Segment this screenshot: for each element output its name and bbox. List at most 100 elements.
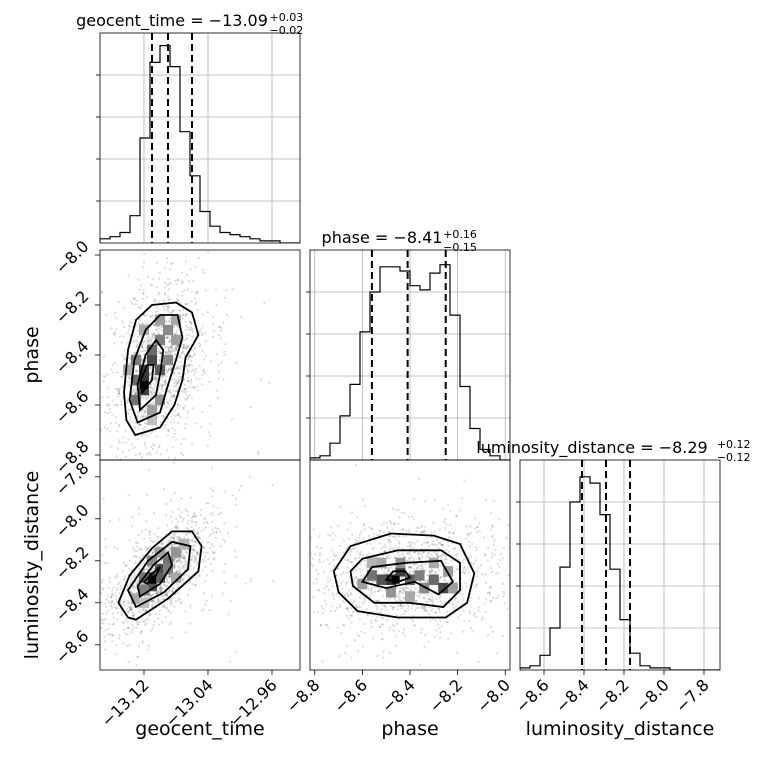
scatter-point xyxy=(422,542,426,545)
scatter-point xyxy=(160,559,163,563)
scatter-point xyxy=(148,545,151,549)
scatter-point xyxy=(190,519,194,522)
scatter-point xyxy=(358,533,361,536)
scatter-point xyxy=(115,653,118,656)
scatter-point xyxy=(58,432,60,434)
scatter-point xyxy=(153,377,156,380)
scatter-point xyxy=(157,331,160,334)
scatter-point xyxy=(140,414,144,417)
scatter-point xyxy=(158,383,161,386)
scatter-point xyxy=(173,357,176,360)
scatter-point xyxy=(155,435,158,438)
scatter-point xyxy=(104,605,107,608)
scatter-point xyxy=(189,320,192,324)
scatter-point xyxy=(439,541,442,544)
scatter-point xyxy=(401,631,404,634)
scatter-point xyxy=(120,375,123,378)
scatter-point xyxy=(488,591,491,594)
scatter-point xyxy=(360,589,363,592)
scatter-point xyxy=(175,524,178,527)
density-cell xyxy=(405,591,415,602)
scatter-point xyxy=(169,548,172,551)
scatter-point xyxy=(161,375,164,378)
scatter-point xyxy=(103,648,106,651)
scatter-point xyxy=(188,334,191,337)
scatter-point xyxy=(203,521,206,525)
scatter-point xyxy=(123,578,126,581)
scatter-point xyxy=(223,353,226,357)
scatter-point xyxy=(123,468,125,470)
scatter-point xyxy=(331,549,334,552)
scatter-point xyxy=(485,598,488,601)
scatter-point xyxy=(364,559,367,562)
scatter-point xyxy=(175,389,179,392)
scatter-point xyxy=(126,600,129,603)
scatter-point xyxy=(345,582,348,585)
scatter-point xyxy=(173,566,176,569)
scatter-point xyxy=(432,550,435,554)
scatter-point xyxy=(193,386,196,389)
scatter-point xyxy=(178,597,181,600)
scatter-point xyxy=(163,309,166,312)
scatter-point xyxy=(187,528,190,531)
scatter-point xyxy=(222,538,225,541)
scatter-point xyxy=(156,312,160,316)
scatter-point xyxy=(237,587,239,589)
scatter-point xyxy=(175,333,178,336)
scatter-point xyxy=(174,279,177,283)
scatter-point xyxy=(484,610,487,613)
scatter-point xyxy=(380,608,383,611)
scatter-point xyxy=(436,554,439,557)
scatter-point xyxy=(111,623,115,626)
scatter-point xyxy=(193,547,196,550)
scatter-point xyxy=(127,375,130,378)
scatter-point xyxy=(418,558,422,561)
scatter-point xyxy=(409,570,412,573)
scatter-point xyxy=(152,593,155,596)
scatter-point xyxy=(47,588,49,590)
scatter-point xyxy=(157,527,160,530)
scatter-point xyxy=(103,411,107,414)
scatter-point xyxy=(335,592,339,596)
scatter-point xyxy=(343,651,347,655)
scatter-point xyxy=(398,587,401,590)
scatter-point xyxy=(129,609,133,612)
scatter-point xyxy=(186,334,189,337)
y-axis-label-phase: phase xyxy=(21,326,43,383)
scatter-point xyxy=(150,338,153,342)
density-cell xyxy=(419,582,430,594)
scatter-point xyxy=(279,578,281,580)
scatter-point xyxy=(118,441,121,444)
scatter-point xyxy=(176,403,179,406)
scatter-point xyxy=(153,323,156,327)
scatter-point xyxy=(148,378,152,381)
scatter-point xyxy=(178,365,181,368)
scatter-point xyxy=(193,540,196,544)
scatter-point xyxy=(201,410,204,413)
scatter-point xyxy=(143,444,146,447)
scatter-point xyxy=(399,603,403,606)
scatter-point xyxy=(191,545,194,548)
scatter-point xyxy=(393,547,396,550)
scatter-point xyxy=(217,397,220,400)
scatter-point xyxy=(136,438,140,441)
scatter-point xyxy=(175,560,179,564)
scatter-point xyxy=(388,557,391,560)
scatter-point xyxy=(187,519,190,522)
scatter-point xyxy=(185,302,188,306)
scatter-point xyxy=(174,526,177,529)
scatter-point xyxy=(316,581,319,584)
scatter-point xyxy=(137,534,140,537)
scatter-point xyxy=(167,390,171,393)
scatter-point xyxy=(385,609,388,612)
panel-content xyxy=(58,250,271,470)
scatter-point xyxy=(332,538,335,541)
scatter-point xyxy=(164,368,167,371)
scatter-point xyxy=(343,624,346,627)
scatter-point xyxy=(195,557,198,561)
scatter-point xyxy=(382,650,385,653)
scatter-point xyxy=(130,575,133,578)
scatter-point xyxy=(488,593,491,596)
scatter-point xyxy=(134,541,137,544)
scatter-point xyxy=(400,599,403,602)
